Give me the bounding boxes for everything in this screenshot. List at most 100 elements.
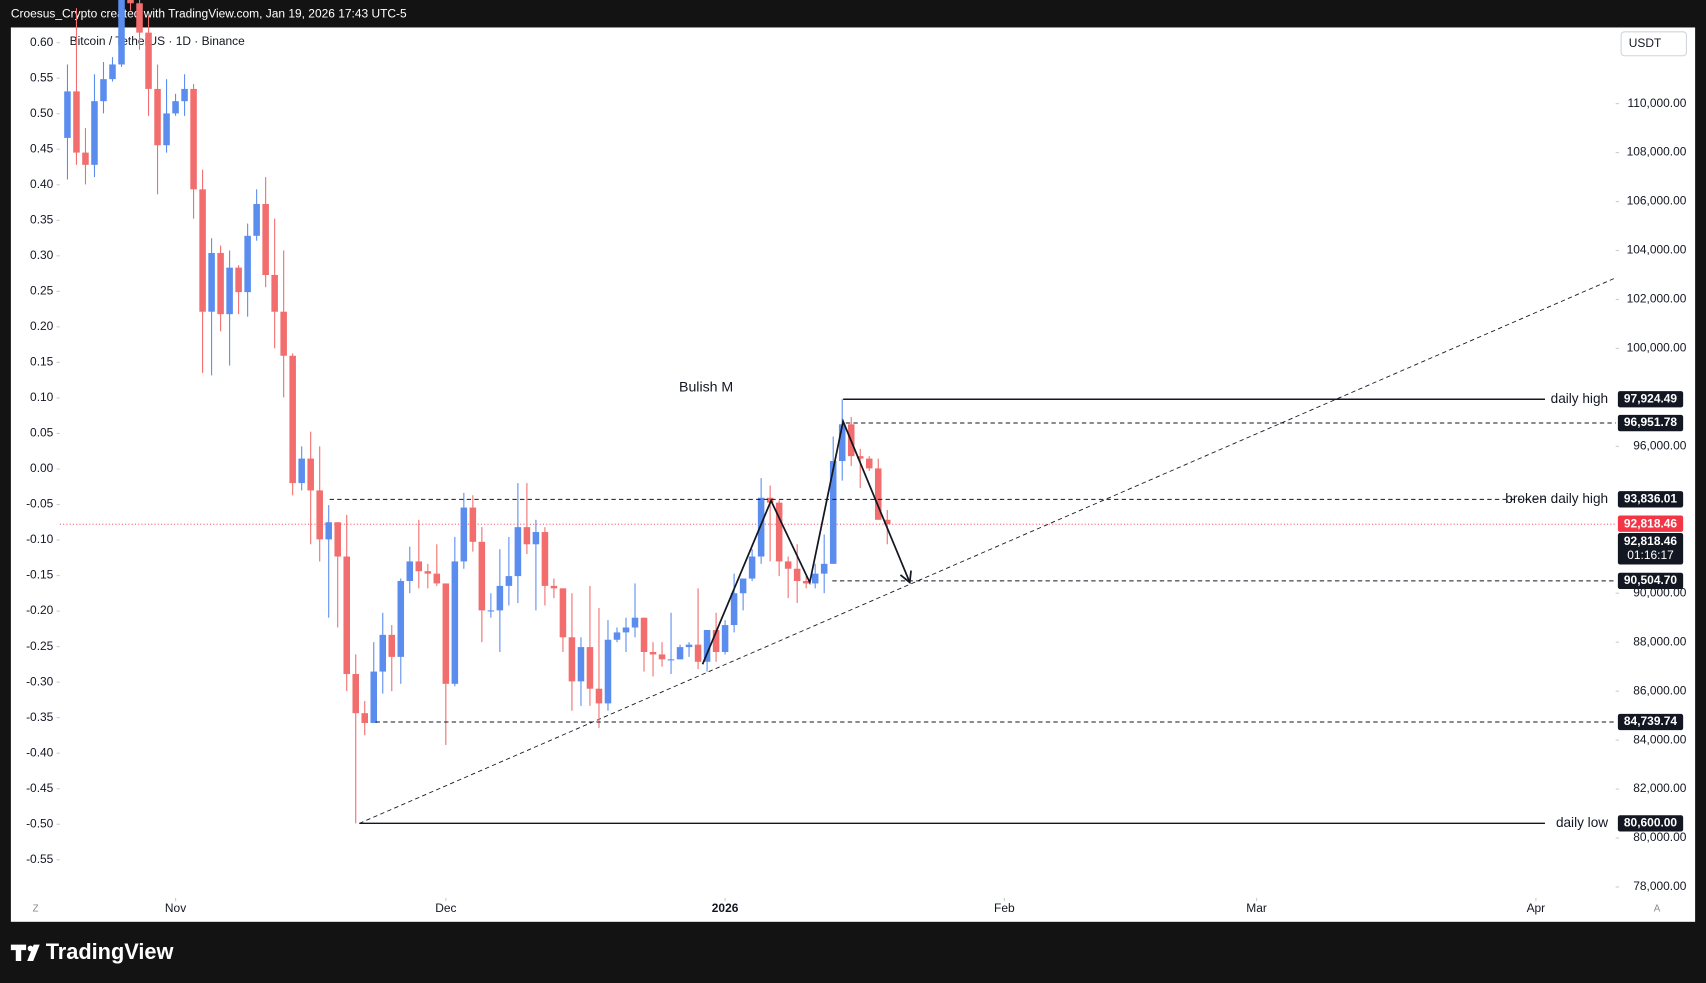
candle-body — [406, 561, 414, 581]
y2-tick-label: -0.40 — [26, 745, 54, 759]
countdown-box — [1617, 532, 1684, 565]
currency: USDT — [1629, 36, 1662, 50]
candle-body — [415, 561, 423, 572]
candle-body — [379, 634, 387, 672]
level-label: 96,951.78 — [1624, 415, 1678, 429]
corner-left[interactable]: Z — [33, 903, 39, 914]
y2-tick-label: 0.25 — [30, 284, 54, 298]
candle-body — [343, 556, 350, 675]
y-tick-label: 106,000.00 — [1627, 194, 1687, 208]
level-label-box — [1617, 491, 1684, 508]
level-label: 97,924.49 — [1624, 391, 1678, 405]
y-tick-label: 110,000.00 — [1627, 96, 1686, 110]
pattern-zigzag — [701, 418, 911, 665]
candle-body — [280, 311, 287, 356]
candle-body — [100, 79, 107, 102]
y2-tick-label: -0.30 — [26, 674, 54, 688]
y-tick-label: 88,000.00 — [1633, 634, 1687, 648]
candle-body — [757, 497, 765, 557]
candle-body — [793, 568, 801, 581]
y2-tick-label: 0.50 — [30, 106, 54, 120]
candle-body — [109, 64, 116, 80]
candle-body — [613, 632, 621, 640]
y-tick-label: 108,000.00 — [1627, 145, 1687, 159]
candle-body — [604, 639, 612, 704]
candle-body — [433, 573, 441, 584]
y-tick-label: 96,000.00 — [1633, 439, 1687, 453]
candle-body — [325, 522, 332, 540]
candle-body — [172, 101, 179, 114]
y2-tick-label: 0.15 — [30, 355, 54, 369]
candle-body — [145, 32, 152, 89]
candle-body — [856, 456, 864, 459]
level-name: daily high — [1551, 391, 1608, 406]
candle-body — [721, 625, 729, 652]
level-name: broken daily high — [1505, 491, 1608, 506]
candle-body — [640, 617, 648, 652]
candle-body — [829, 461, 837, 564]
candle-body — [253, 203, 260, 236]
pattern-label: Bulish M — [679, 378, 733, 394]
candle-body — [685, 644, 693, 648]
candle-body — [235, 267, 242, 293]
candle-body — [586, 647, 594, 689]
candle-body — [532, 532, 540, 545]
level-name: daily low — [1556, 815, 1608, 830]
last-price-label: 92,818.46 — [1624, 534, 1678, 548]
y-tick-label: 86,000.00 — [1633, 683, 1687, 697]
candle-body — [118, 0, 125, 65]
chart-area — [10, 27, 1696, 922]
y2-tick-label: 0.30 — [30, 248, 54, 262]
y-tick-label: 104,000.00 — [1627, 243, 1687, 257]
candle-body — [262, 203, 269, 275]
y2-tick-label: -0.45 — [26, 781, 54, 795]
x-tick-label: Nov — [165, 901, 186, 915]
x-tick-label: Apr — [1527, 901, 1546, 915]
currency-box[interactable] — [1620, 31, 1687, 57]
candle-body — [199, 189, 206, 312]
level-label-box — [1617, 572, 1684, 590]
candle-body — [478, 541, 486, 611]
candle-body — [289, 355, 296, 484]
candle-body — [739, 578, 747, 594]
candle-body — [559, 588, 567, 638]
x-tick-label: Feb — [994, 901, 1015, 915]
y2-tick-label: 0.05 — [30, 426, 54, 440]
level-label: 93,836.01 — [1624, 491, 1678, 505]
y2-tick-label: -0.10 — [26, 532, 54, 546]
last-price-box — [1617, 515, 1684, 532]
brand: TradingView — [46, 939, 174, 964]
candle-body — [883, 519, 891, 525]
candle-body — [73, 91, 80, 153]
candle-body — [811, 573, 819, 584]
candle-body — [802, 580, 810, 584]
candle-body — [271, 274, 278, 312]
brand-logo — [10, 944, 40, 961]
candle-body — [622, 627, 630, 633]
candle-body — [541, 532, 549, 586]
candle-body — [775, 502, 783, 562]
y2-tick-label: -0.20 — [26, 603, 54, 617]
candle-body — [361, 713, 369, 723]
level-label-box — [1617, 414, 1684, 432]
symbol-title: Bitcoin / TetherUS · 1D · Binance — [70, 34, 246, 48]
candle-body — [460, 507, 468, 562]
y2-tick-label: 0.00 — [30, 461, 54, 475]
candle-body — [694, 644, 702, 662]
x-tick-label: 2026 — [712, 901, 739, 915]
y2-tick-label: 0.55 — [30, 70, 54, 84]
y2-tick-label: 0.60 — [30, 35, 54, 49]
corner-right[interactable]: A — [1654, 903, 1661, 914]
y2-tick-label: -0.50 — [26, 816, 54, 830]
y2-tick-label: -0.55 — [26, 852, 54, 866]
candle-body — [190, 88, 197, 190]
candle-body — [487, 610, 495, 612]
y2-tick-label: -0.25 — [26, 639, 54, 653]
candle-body — [496, 585, 504, 611]
y-tick-label: 82,000.00 — [1633, 781, 1687, 795]
y-tick-label: 78,000.00 — [1633, 879, 1687, 893]
candle-body — [154, 88, 161, 146]
y2-tick-label: -0.15 — [26, 568, 54, 582]
